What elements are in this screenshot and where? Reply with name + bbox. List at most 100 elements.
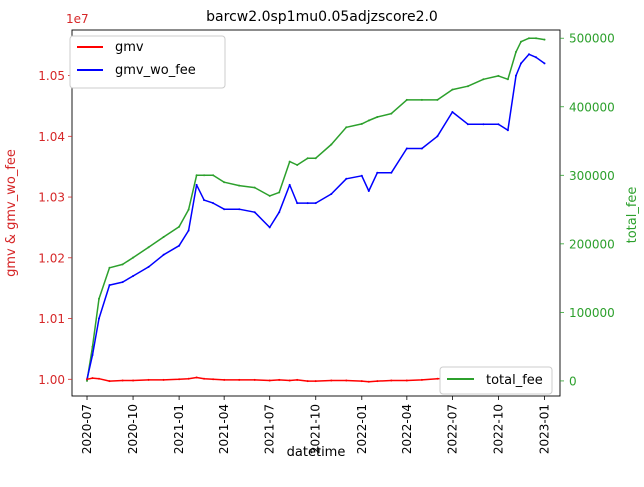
data-point-gmv-wo-fee (212, 202, 215, 205)
data-point-gmv (203, 377, 206, 380)
data-point-gmv (162, 378, 165, 381)
data-point-gmv-wo-fee (203, 199, 206, 202)
data-point-gmv-wo-fee (162, 253, 165, 256)
x-tick-label: 2023-01 (537, 404, 551, 454)
data-point-total-fee (543, 38, 546, 41)
data-point-gmv-wo-fee (278, 211, 281, 214)
data-point-gmv (212, 378, 215, 381)
data-point-gmv-wo-fee (296, 202, 299, 205)
data-point-total-fee (466, 85, 469, 88)
data-point-total-fee (360, 122, 363, 125)
data-point-total-fee (238, 184, 241, 187)
data-point-gmv (360, 380, 363, 383)
data-point-gmv-wo-fee (314, 202, 317, 205)
data-point-gmv (420, 378, 423, 381)
data-point-gmv-wo-fee (466, 123, 469, 126)
data-point-total-fee (86, 379, 88, 382)
data-point-gmv-wo-fee (515, 74, 517, 77)
data-point-total-fee (535, 37, 537, 40)
data-point-gmv-wo-fee (223, 208, 226, 211)
data-point-gmv (253, 378, 256, 381)
left-tick-label: 1.01 (38, 312, 65, 326)
data-point-total-fee (405, 98, 408, 101)
data-point-gmv-wo-fee (147, 265, 150, 268)
data-point-total-fee (451, 88, 454, 91)
data-point-gmv (278, 378, 281, 381)
x-tick-label: 2022-07 (445, 404, 459, 454)
left-tick-label: 1.03 (38, 191, 65, 205)
data-point-total-fee (330, 143, 333, 146)
data-point-gmv-wo-fee (195, 183, 198, 186)
legend-top-left: gmv gmv_wo_fee (69, 35, 226, 89)
right-tick-label: 200000 (569, 237, 615, 251)
data-point-total-fee (195, 174, 198, 177)
data-point-gmv (178, 378, 181, 381)
data-point-total-fee (121, 263, 124, 266)
data-point-gmv-wo-fee (497, 123, 500, 126)
data-point-gmv (405, 379, 408, 382)
x-tick-label: 2021-10 (309, 404, 323, 454)
data-point-gmv (345, 379, 348, 382)
data-point-total-fee (203, 174, 206, 177)
data-point-gmv (132, 379, 135, 382)
data-point-total-fee (147, 246, 150, 249)
data-point-total-fee (314, 157, 317, 160)
data-point-total-fee (482, 78, 485, 81)
data-point-gmv (98, 377, 100, 380)
data-point-gmv (121, 379, 124, 382)
right-tick-label: 400000 (569, 100, 615, 114)
data-point-total-fee (223, 181, 226, 184)
data-point-gmv (268, 379, 271, 382)
data-point-gmv (91, 377, 94, 380)
data-point-gmv-wo-fee (367, 190, 370, 192)
data-point-gmv-wo-fee (132, 275, 135, 277)
series-line-gmv-wo-fee (86, 53, 545, 380)
data-point-total-fee (132, 256, 135, 259)
data-point-gmv-wo-fee (306, 202, 309, 205)
data-point-gmv-wo-fee (253, 211, 256, 214)
data-point-gmv (296, 378, 299, 381)
data-point-gmv-wo-fee (121, 281, 124, 284)
data-point-total-fee (268, 194, 271, 197)
data-point-gmv (238, 378, 241, 381)
data-point-total-fee (345, 126, 348, 129)
data-point-gmv-wo-fee (268, 226, 271, 229)
data-point-gmv-wo-fee (482, 123, 485, 126)
data-point-gmv-wo-fee (91, 354, 94, 356)
data-point-gmv (108, 380, 111, 383)
right-tick-label: 300000 (569, 169, 615, 183)
data-point-gmv-wo-fee (390, 171, 393, 174)
data-point-gmv-wo-fee (451, 111, 454, 113)
data-point-gmv-wo-fee (420, 147, 423, 150)
data-point-total-fee (390, 112, 393, 115)
right-axis-label: total_fee (625, 187, 640, 244)
data-point-total-fee (91, 345, 94, 348)
right-tick-label: 500000 (569, 32, 615, 46)
data-point-gmv-wo-fee (360, 174, 363, 177)
left-tick-label: 1.02 (38, 251, 65, 265)
x-axis-label: datetime (287, 445, 346, 460)
data-point-total-fee (178, 225, 181, 228)
data-point-gmv-wo-fee (436, 135, 439, 138)
legend-bottom-right: total_fee (439, 366, 553, 395)
data-point-gmv-wo-fee (405, 147, 408, 150)
data-point-total-fee (212, 174, 215, 177)
x-tick-label: 2022-01 (355, 404, 369, 454)
data-point-gmv (195, 376, 198, 379)
right-tick-label: 0 (569, 374, 577, 388)
data-point-gmv (147, 378, 150, 381)
left-axis-offset-label: 1e7 (66, 12, 89, 26)
data-point-total-fee (528, 37, 530, 40)
data-point-total-fee (367, 119, 370, 122)
data-point-gmv (288, 379, 291, 382)
data-point-total-fee (162, 236, 165, 238)
data-point-gmv (436, 377, 439, 380)
series-line-total-fee (86, 37, 545, 382)
data-point-gmv-wo-fee (98, 317, 100, 320)
data-point-gmv (314, 380, 317, 383)
data-point-total-fee (288, 160, 291, 163)
right-axis-ticks: 0 100000 200000 300000 400000 500000 (560, 32, 615, 388)
x-tick-label: 2021-01 (172, 404, 186, 454)
left-tick-label: 1.00 (38, 373, 65, 387)
